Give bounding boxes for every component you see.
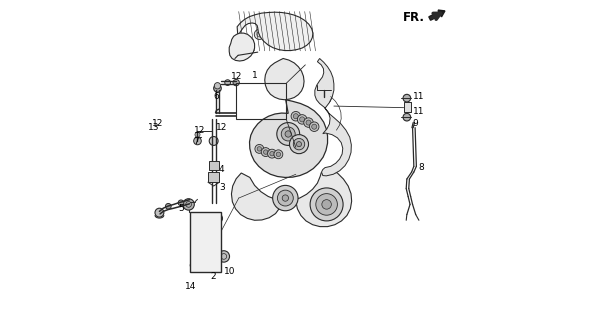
Circle shape (312, 124, 317, 129)
Circle shape (225, 80, 230, 85)
Circle shape (277, 190, 293, 206)
Circle shape (267, 149, 276, 158)
Circle shape (213, 84, 221, 92)
Circle shape (178, 200, 184, 206)
Polygon shape (265, 59, 304, 100)
Circle shape (261, 148, 270, 156)
Polygon shape (208, 172, 219, 182)
Text: 12: 12 (216, 123, 227, 132)
Circle shape (306, 120, 311, 125)
Circle shape (183, 199, 194, 210)
Circle shape (281, 75, 288, 83)
Circle shape (273, 185, 298, 211)
Circle shape (291, 111, 301, 121)
Text: 6: 6 (213, 92, 219, 101)
Circle shape (297, 115, 307, 124)
Text: 5: 5 (178, 204, 184, 213)
Circle shape (281, 127, 295, 141)
Circle shape (274, 150, 283, 159)
FancyArrow shape (429, 10, 445, 20)
Polygon shape (231, 173, 352, 227)
Text: 12: 12 (152, 119, 163, 128)
Circle shape (209, 137, 218, 145)
Circle shape (304, 118, 313, 127)
Circle shape (297, 142, 301, 147)
Circle shape (166, 204, 171, 209)
Text: 9: 9 (413, 119, 419, 128)
Circle shape (264, 150, 268, 154)
Circle shape (155, 208, 164, 217)
Circle shape (277, 123, 300, 145)
Circle shape (316, 194, 337, 215)
Circle shape (310, 188, 343, 221)
Text: 13: 13 (148, 123, 160, 132)
Circle shape (276, 152, 280, 156)
Polygon shape (229, 33, 255, 61)
Text: 7: 7 (194, 137, 199, 146)
Circle shape (293, 114, 298, 119)
Circle shape (310, 122, 319, 132)
Text: 8: 8 (418, 163, 424, 172)
Circle shape (213, 214, 222, 223)
FancyBboxPatch shape (190, 212, 221, 272)
Circle shape (285, 131, 291, 137)
Circle shape (403, 113, 411, 121)
Circle shape (195, 132, 200, 137)
Circle shape (282, 195, 288, 201)
Circle shape (275, 69, 294, 88)
Polygon shape (209, 161, 219, 170)
Text: 10: 10 (224, 267, 235, 276)
Text: 4: 4 (219, 165, 225, 174)
Polygon shape (315, 59, 352, 176)
Circle shape (270, 151, 274, 156)
Circle shape (233, 79, 239, 86)
Polygon shape (249, 100, 328, 178)
Circle shape (255, 144, 264, 153)
Circle shape (254, 29, 264, 39)
Circle shape (289, 135, 309, 154)
Circle shape (293, 139, 305, 150)
Circle shape (403, 94, 411, 102)
Text: 1: 1 (252, 71, 258, 80)
Circle shape (218, 251, 230, 262)
Circle shape (318, 90, 331, 104)
Text: 2: 2 (210, 272, 216, 281)
Circle shape (322, 200, 331, 209)
Circle shape (272, 23, 288, 38)
Circle shape (194, 137, 202, 145)
Circle shape (214, 83, 221, 89)
Text: 14: 14 (185, 282, 196, 292)
Text: 3: 3 (219, 183, 225, 192)
Text: 11: 11 (413, 107, 424, 116)
Circle shape (300, 117, 305, 122)
Text: 12: 12 (231, 72, 243, 81)
Circle shape (257, 147, 261, 151)
FancyBboxPatch shape (404, 102, 411, 112)
Circle shape (297, 30, 308, 41)
Text: FR.: FR. (402, 12, 425, 24)
Circle shape (270, 64, 300, 94)
Polygon shape (237, 12, 313, 51)
Circle shape (190, 262, 197, 268)
Text: 11: 11 (413, 92, 424, 101)
Text: 12: 12 (194, 126, 205, 135)
